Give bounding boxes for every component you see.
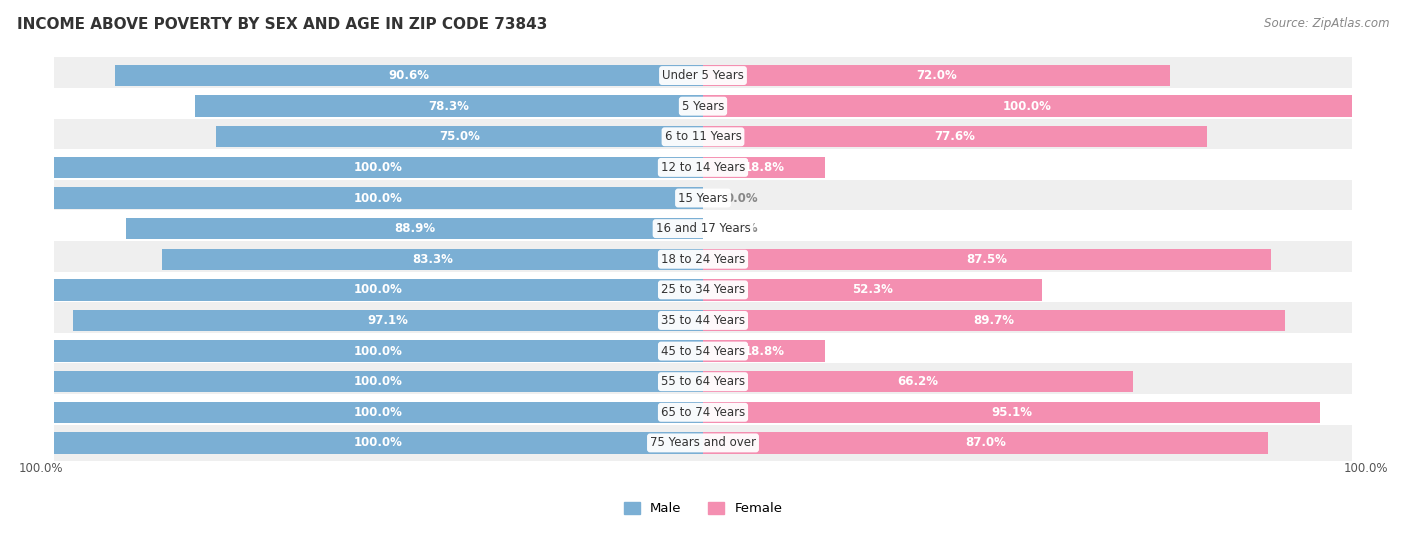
Bar [53,187,703,209]
Text: 100.0%: 100.0% [354,161,404,174]
Text: 72.0%: 72.0% [917,69,957,82]
Bar [703,371,1133,392]
Bar [115,65,703,86]
Text: 89.7%: 89.7% [973,314,1015,327]
Text: Under 5 Years: Under 5 Years [662,69,744,82]
Text: 100.0%: 100.0% [354,283,404,296]
Text: 100.0%: 100.0% [354,192,404,205]
Bar [127,218,703,239]
Bar [53,210,1353,247]
Bar [53,180,1353,216]
Text: 65 to 74 Years: 65 to 74 Years [661,406,745,419]
Text: 77.6%: 77.6% [935,130,976,143]
Text: 5 Years: 5 Years [682,100,724,113]
Text: 45 to 54 Years: 45 to 54 Years [661,344,745,358]
Bar [53,394,1353,430]
Text: 66.2%: 66.2% [897,375,938,388]
Text: 55 to 64 Years: 55 to 64 Years [661,375,745,388]
Bar [162,249,703,270]
Bar [53,333,1353,369]
Bar [53,425,1353,461]
Text: 83.3%: 83.3% [412,253,453,266]
Bar [703,279,1042,301]
Bar [703,249,1271,270]
Text: 78.3%: 78.3% [429,100,470,113]
Bar [53,58,1353,94]
Bar [53,88,1353,125]
Bar [53,119,1353,155]
Bar [703,432,1268,453]
Bar [53,432,703,453]
Bar [195,96,703,117]
Bar [53,371,703,392]
Text: 100.0%: 100.0% [354,344,404,358]
Bar [53,279,703,301]
Bar [73,310,703,331]
Bar [217,126,703,148]
Text: 15 Years: 15 Years [678,192,728,205]
Text: 100.0%: 100.0% [1343,462,1388,476]
Text: 16 and 17 Years: 16 and 17 Years [655,222,751,235]
Text: 18 to 24 Years: 18 to 24 Years [661,253,745,266]
Text: 52.3%: 52.3% [852,283,893,296]
Bar [53,149,1353,186]
Text: 35 to 44 Years: 35 to 44 Years [661,314,745,327]
Text: 97.1%: 97.1% [367,314,408,327]
Bar [703,157,825,178]
Text: 25 to 34 Years: 25 to 34 Years [661,283,745,296]
Text: 12 to 14 Years: 12 to 14 Years [661,161,745,174]
Text: 88.9%: 88.9% [394,222,434,235]
Bar [703,126,1206,148]
Text: 100.0%: 100.0% [1002,100,1052,113]
Text: 75.0%: 75.0% [439,130,479,143]
Bar [53,401,703,423]
Bar [53,340,703,362]
Text: 100.0%: 100.0% [354,375,404,388]
Text: 87.5%: 87.5% [966,253,1008,266]
Text: INCOME ABOVE POVERTY BY SEX AND AGE IN ZIP CODE 73843: INCOME ABOVE POVERTY BY SEX AND AGE IN Z… [17,17,547,32]
Bar [53,363,1353,400]
Bar [703,340,825,362]
Bar [703,401,1320,423]
Text: Source: ZipAtlas.com: Source: ZipAtlas.com [1264,17,1389,30]
Text: 100.0%: 100.0% [354,437,404,449]
Bar [703,310,1285,331]
Text: 0.0%: 0.0% [725,192,758,205]
Legend: Male, Female: Male, Female [619,497,787,520]
Text: 90.6%: 90.6% [388,69,429,82]
Bar [703,96,1353,117]
Bar [53,272,1353,308]
Text: 18.8%: 18.8% [744,344,785,358]
Bar [53,241,1353,277]
Text: 75 Years and over: 75 Years and over [650,437,756,449]
Text: 87.0%: 87.0% [965,437,1005,449]
Text: 18.8%: 18.8% [744,161,785,174]
Bar [703,65,1170,86]
Bar [53,157,703,178]
Text: 100.0%: 100.0% [18,462,63,476]
Bar [53,302,1353,339]
Text: 0.0%: 0.0% [725,222,758,235]
Text: 95.1%: 95.1% [991,406,1032,419]
Text: 6 to 11 Years: 6 to 11 Years [665,130,741,143]
Text: 100.0%: 100.0% [354,406,404,419]
